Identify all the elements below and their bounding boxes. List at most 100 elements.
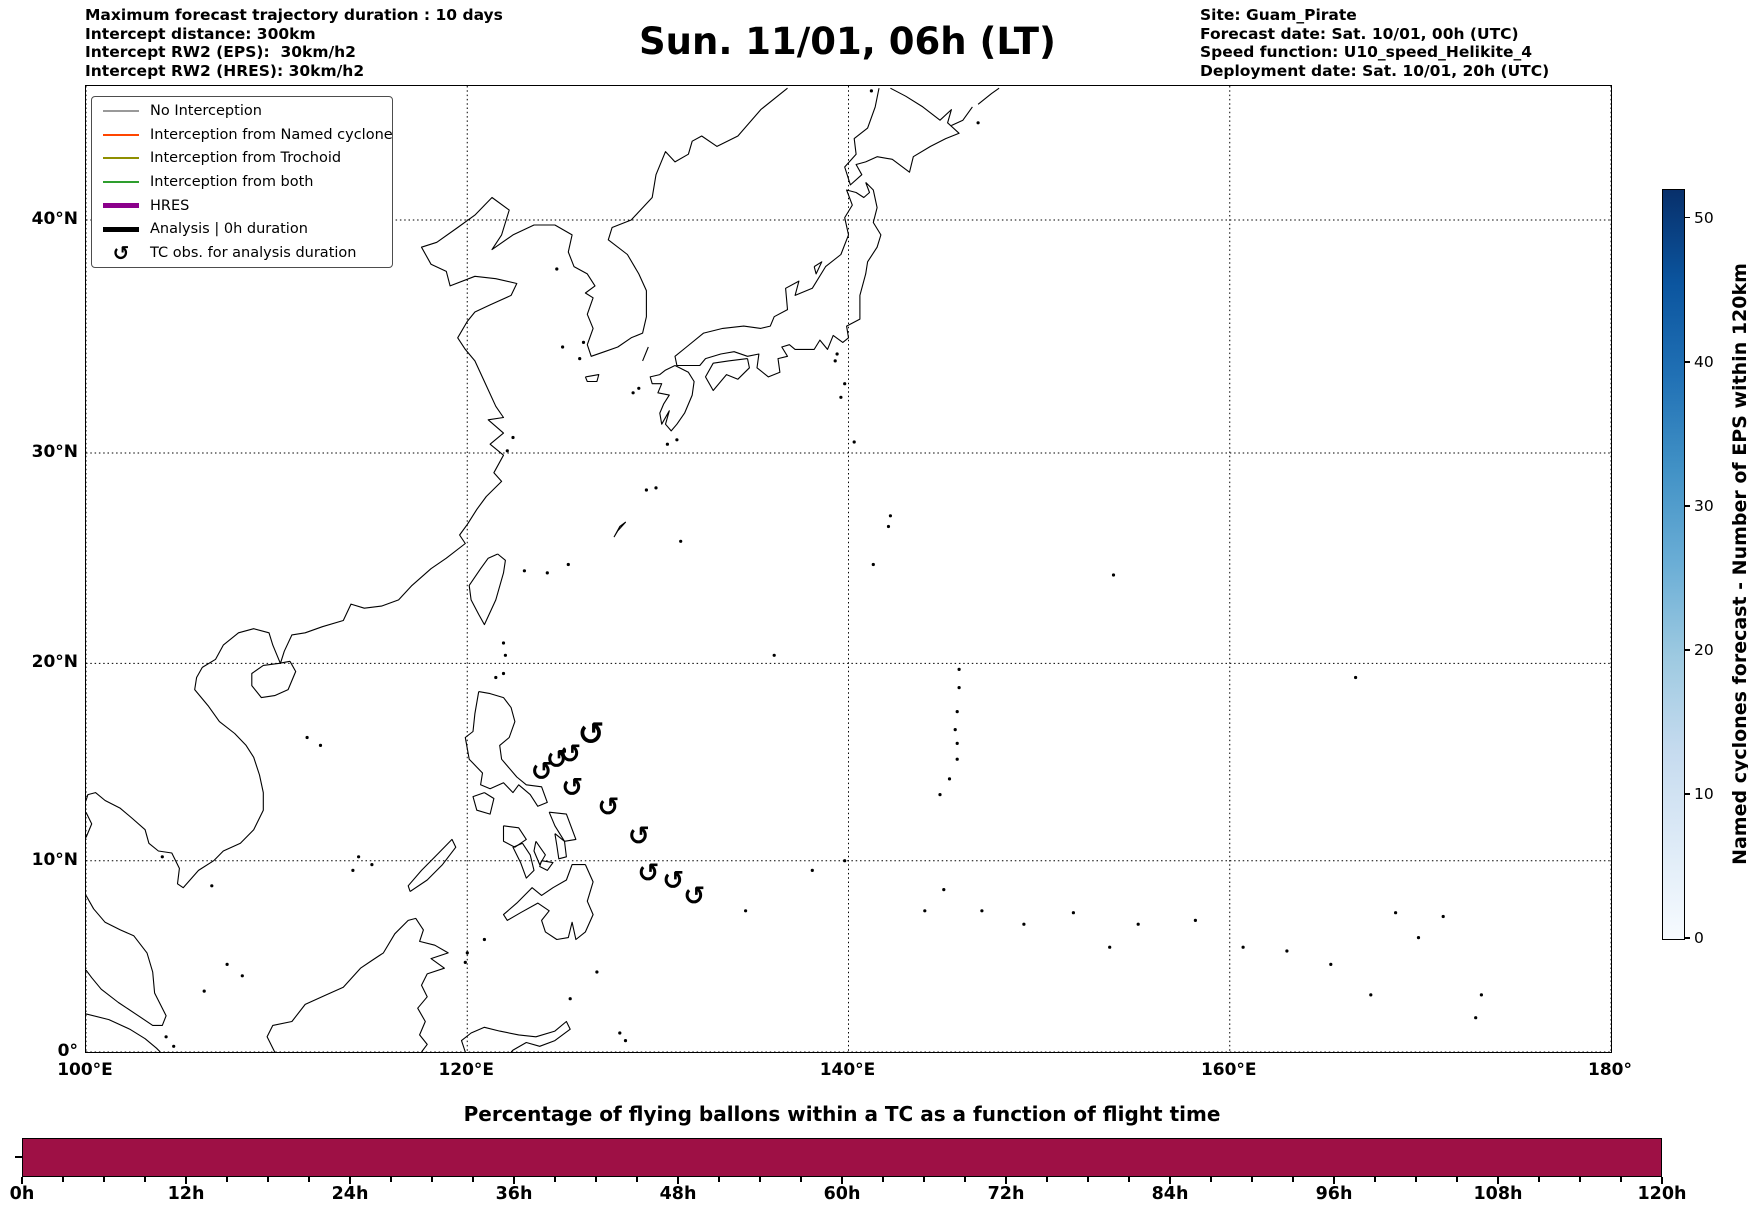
time-axis-tick: [62, 1177, 64, 1182]
island-dot: [871, 562, 875, 567]
colorbar-tick: [1685, 937, 1690, 939]
tc-observation-icon: ↺: [546, 745, 568, 775]
colorbar-tick: [1685, 217, 1690, 219]
island-dot: [1108, 945, 1112, 949]
x-axis-tick-label: 100°E: [57, 1060, 113, 1080]
cyclone-glyph-icon: ↺: [112, 241, 130, 266]
colorbar-tick: [1685, 649, 1690, 651]
island-dot: [835, 352, 839, 356]
island-dot: [744, 909, 748, 913]
island-dot: [1111, 573, 1116, 577]
time-axis-tick: [349, 1177, 351, 1184]
colorbar-tick-label: 10: [1694, 784, 1714, 803]
time-axis-tick: [923, 1177, 925, 1182]
coastline: [407, 838, 457, 892]
island-dot: [225, 962, 229, 967]
coastline: [674, 182, 882, 378]
coastline: [642, 346, 649, 362]
coastline: [86, 1013, 161, 1052]
island-dot: [888, 514, 893, 518]
time-axis-tick: [595, 1177, 597, 1182]
colorbar-axis-label: Named cyclones forecast - Number of EPS …: [1729, 262, 1748, 865]
island-dot: [561, 345, 565, 349]
coastline: [86, 895, 167, 1026]
tc-observation-icon: ↺: [662, 866, 684, 896]
legend-line-swatch: [103, 133, 139, 136]
map-canvas: ↺↺↺↺↺↺↺↺ ↺↺: [86, 86, 1611, 1052]
x-axis-tick-label: 160°E: [1200, 1060, 1257, 1080]
deployment-date-line: Deployment date: Sat. 10/01, 20h (UTC): [1200, 61, 1550, 80]
time-axis-tick: [1169, 1177, 1171, 1184]
island-dot: [202, 989, 206, 993]
island-dot: [810, 868, 814, 873]
coastline: [951, 106, 973, 126]
eps-count-colorbar: [1662, 189, 1685, 940]
legend-line-swatch: [103, 226, 139, 232]
colorbar-tick: [1685, 505, 1690, 507]
time-axis-tick: [21, 1177, 23, 1184]
island-dot: [555, 267, 559, 271]
island-dot: [581, 340, 586, 344]
island-dot: [886, 524, 891, 529]
time-axis-tick: [1374, 1177, 1376, 1182]
time-axis-tick: [1128, 1177, 1130, 1182]
island-dot: [1369, 993, 1373, 997]
time-axis-tick-label: 12h: [167, 1184, 205, 1204]
island-dot: [578, 357, 582, 361]
tc-observation-icon: ↺: [597, 792, 619, 822]
island-dot: [505, 449, 509, 453]
coastline: [464, 691, 548, 807]
colorbar-tick: [1685, 793, 1690, 795]
balloon-percentage-bar: [22, 1138, 1662, 1177]
time-axis-tick-label: 36h: [495, 1184, 533, 1204]
x-axis-tick-label: 140°E: [819, 1060, 876, 1080]
island-dot: [1416, 936, 1421, 940]
legend-item: HRES: [92, 196, 392, 216]
island-dot: [482, 937, 486, 942]
site-line: Site: Guam_Pirate: [1200, 6, 1357, 24]
island-dot: [318, 743, 323, 748]
time-axis-tick-label: 48h: [659, 1184, 697, 1204]
island-dot: [357, 855, 361, 859]
time-axis-tick: [431, 1177, 433, 1182]
coastline: [977, 87, 1000, 105]
coastline: [86, 811, 93, 838]
legend-label: Interception from Trochoid: [150, 150, 342, 167]
time-axis-tick: [1579, 1177, 1581, 1182]
coastline: [539, 860, 554, 871]
island-dot: [172, 1044, 176, 1048]
coastline: [460, 1020, 571, 1052]
colorbar-tick-label: 0: [1694, 929, 1704, 947]
island-dot: [1285, 949, 1289, 953]
island-dot: [1354, 675, 1358, 680]
time-axis-tick-label: 72h: [987, 1184, 1025, 1204]
time-axis-tick-label: 60h: [823, 1184, 861, 1204]
island-dot: [644, 488, 649, 492]
y-axis-tick-label: 0°: [57, 1041, 78, 1061]
time-axis-tick: [1292, 1177, 1294, 1182]
time-axis-tick-label: 84h: [1151, 1184, 1189, 1204]
time-axis-tick: [1333, 1177, 1335, 1184]
island-dot: [210, 884, 214, 888]
island-dot: [976, 121, 980, 125]
x-axis-tick-label: 120°E: [438, 1060, 495, 1080]
island-dot: [501, 641, 506, 645]
speed-function-line: Speed function: U10_speed_Helikite_4: [1200, 43, 1533, 61]
island-dot: [947, 777, 952, 781]
time-axis-tick: [513, 1177, 515, 1184]
island-dot: [568, 997, 572, 1001]
island-dot: [351, 868, 355, 873]
y-axis-tick-label: 10°N: [31, 849, 78, 870]
island-dot: [618, 1031, 622, 1035]
island-dot: [522, 569, 527, 573]
legend-line-swatch: [103, 203, 139, 209]
coastline: [844, 87, 960, 186]
coastline: [613, 521, 627, 538]
time-axis-tick: [1620, 1177, 1622, 1182]
island-dot: [852, 440, 856, 444]
tc-observation-icon: ↺: [578, 715, 605, 753]
time-axis-tick: [472, 1177, 474, 1182]
time-axis-tick-label: 24h: [331, 1184, 369, 1204]
island-dot: [1136, 922, 1140, 926]
